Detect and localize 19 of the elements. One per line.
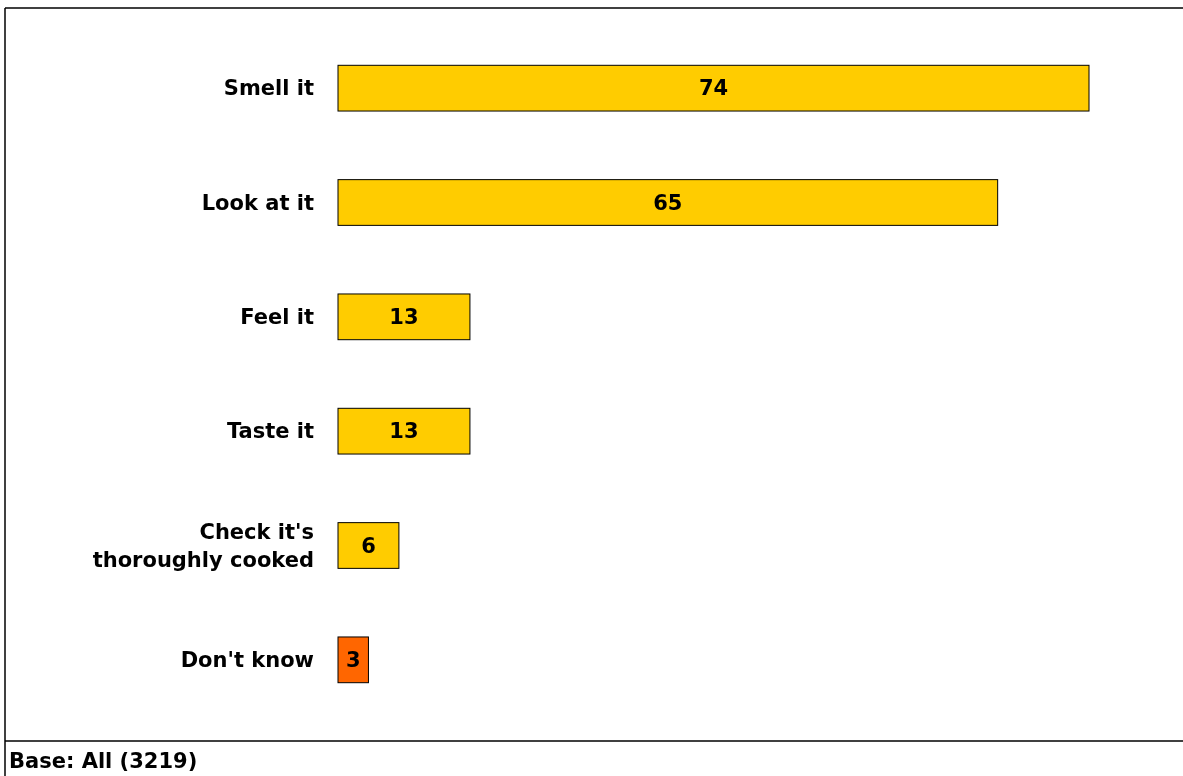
y-tick-label: Taste it — [226, 419, 314, 444]
y-tick-label: Feel it — [240, 304, 314, 329]
bar — [337, 64, 1090, 112]
data-label: 13 — [389, 419, 419, 444]
data-label: 3 — [345, 647, 361, 672]
y-tick-label: Don't know — [180, 647, 314, 672]
bar — [337, 407, 471, 455]
data-label: 65 — [653, 190, 683, 215]
data-label: 13 — [389, 304, 419, 329]
bar — [337, 179, 999, 226]
bar — [337, 636, 369, 684]
y-tick-label: Smell it — [223, 76, 314, 101]
text: Base: All (3219) — [9, 749, 198, 773]
bar — [337, 293, 471, 341]
bar — [337, 522, 400, 569]
y-tick-label: Check it's thoroughly cooked — [92, 519, 314, 572]
y-tick-label: Look at it — [201, 190, 314, 215]
data-label: 74 — [698, 76, 729, 101]
data-label: 6 — [361, 533, 376, 558]
